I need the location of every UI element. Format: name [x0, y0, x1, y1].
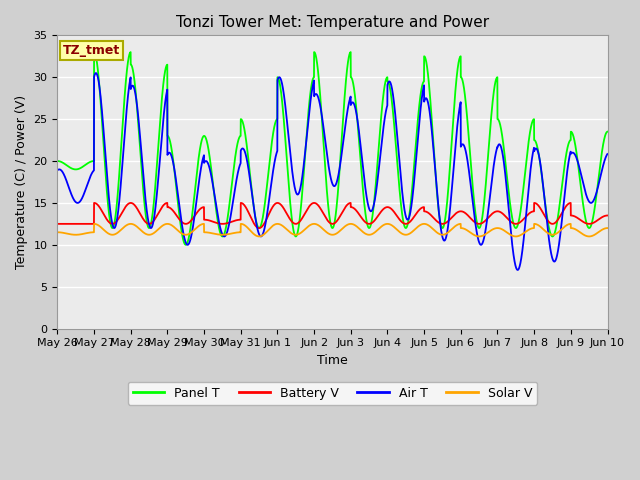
Solar V [312, 221, 320, 227]
Solar V [487, 228, 495, 233]
Solar V [90, 221, 98, 227]
Air T [456, 104, 463, 110]
X-axis label: Time: Time [317, 354, 348, 367]
Air T [604, 151, 611, 157]
Battery V [487, 212, 495, 218]
Line: Air T: Air T [58, 73, 607, 270]
Air T [312, 91, 320, 97]
Line: Battery V: Battery V [58, 203, 607, 228]
Battery V [604, 213, 611, 218]
Air T [514, 267, 522, 273]
Air T [152, 197, 160, 203]
Solar V [255, 234, 263, 240]
Legend: Panel T, Battery V, Air T, Solar V: Panel T, Battery V, Air T, Solar V [128, 382, 537, 405]
Battery V [90, 200, 98, 206]
Solar V [426, 223, 433, 229]
Panel T [487, 117, 495, 122]
Battery V [54, 221, 61, 227]
Battery V [152, 214, 160, 220]
Panel T [90, 49, 98, 55]
Panel T [456, 55, 463, 60]
Panel T [54, 158, 61, 164]
Battery V [456, 208, 463, 214]
Panel T [604, 129, 611, 134]
Solar V [603, 225, 611, 231]
Air T [603, 152, 611, 158]
Battery V [603, 213, 611, 218]
Air T [54, 168, 61, 173]
Solar V [54, 229, 61, 235]
Solar V [456, 221, 463, 227]
Line: Solar V: Solar V [58, 224, 607, 237]
Panel T [152, 170, 160, 176]
Text: TZ_tmet: TZ_tmet [63, 44, 120, 57]
Battery V [255, 225, 263, 231]
Panel T [312, 54, 320, 60]
Panel T [426, 85, 433, 91]
Battery V [426, 211, 433, 216]
Solar V [604, 225, 611, 231]
Air T [426, 106, 433, 112]
Solar V [152, 228, 160, 234]
Panel T [182, 242, 189, 248]
Battery V [312, 201, 320, 206]
Title: Tonzi Tower Met: Temperature and Power: Tonzi Tower Met: Temperature and Power [176, 15, 489, 30]
Line: Panel T: Panel T [58, 52, 607, 245]
Air T [92, 70, 100, 76]
Y-axis label: Temperature (C) / Power (V): Temperature (C) / Power (V) [15, 95, 28, 269]
Air T [487, 186, 495, 192]
Panel T [603, 129, 611, 135]
